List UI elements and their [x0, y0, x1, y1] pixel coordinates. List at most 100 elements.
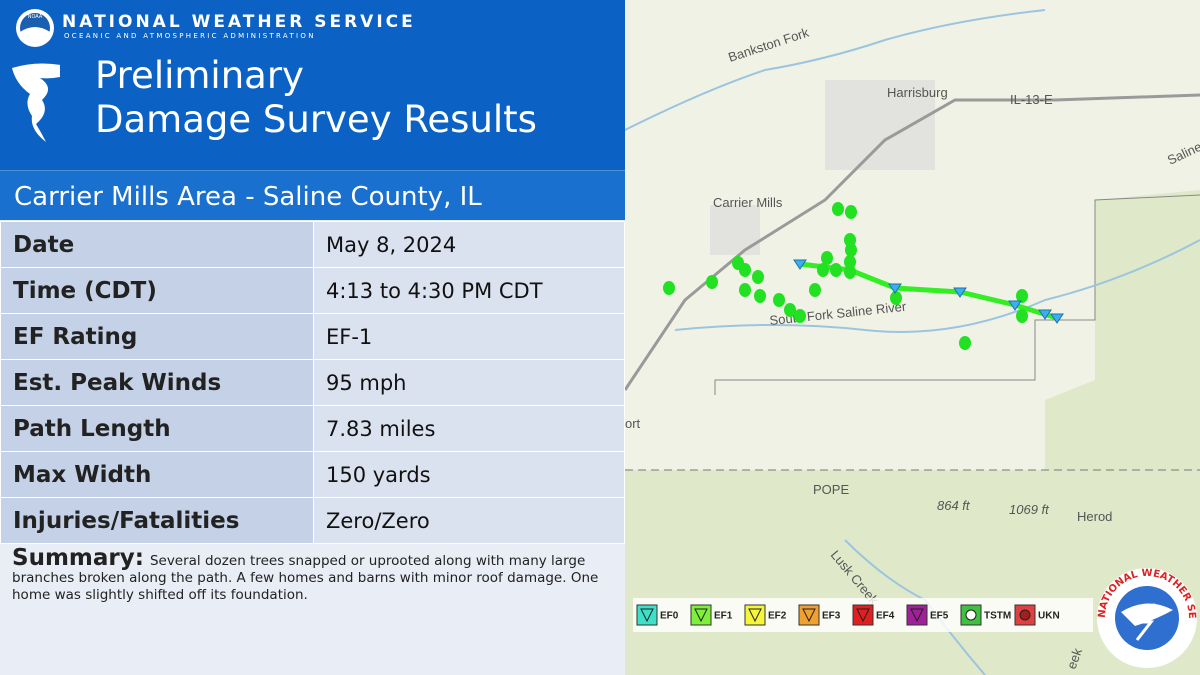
summary-label: Summary: [12, 545, 144, 571]
damage-point [1016, 309, 1028, 323]
info-panel: NOAA NATIONAL WEATHER SERVICE OCEANIC AN… [0, 0, 625, 675]
legend-symbol [965, 609, 977, 621]
title-line: Preliminary [95, 54, 304, 97]
row-label: Time (CDT) [0, 267, 314, 314]
summary-text: Several dozen trees snapped or uprooted … [12, 553, 599, 603]
legend: EF0 EF1 EF2 EF3 EF4 EF5 TSTM UKN [636, 604, 1060, 626]
noaa-logo-text: NOAA [28, 14, 43, 20]
river [674, 239, 1200, 333]
track-marker [953, 287, 967, 298]
damage-point [752, 270, 764, 284]
damage-point [844, 265, 856, 279]
summary: Summary: Several dozen trees snapped or u… [12, 547, 602, 604]
map-label: Harrisburg [887, 85, 948, 100]
damage-point [754, 289, 766, 303]
track-marker [888, 283, 902, 294]
legend-symbol [640, 608, 654, 623]
damage-point [845, 205, 857, 219]
subagency: OCEANIC AND ATMOSPHERIC ADMINISTRATION [64, 32, 316, 40]
map-label: POPE [813, 482, 849, 497]
legend-label: EF4 [876, 611, 895, 622]
legend-symbol [694, 608, 708, 623]
tornado-icon [12, 63, 60, 142]
track-marker [793, 259, 807, 270]
damage-point [890, 291, 902, 305]
row-value: 95 mph [313, 359, 625, 406]
logo-bolt [1135, 603, 1157, 641]
damage-point [739, 283, 751, 297]
damage-point [830, 263, 842, 277]
legend-label: UKN [1038, 611, 1060, 622]
table-row: Date May 8, 2024 [0, 221, 625, 268]
map-label: IL-13-E [1010, 92, 1053, 107]
legend-symbol [856, 608, 870, 623]
table-row: EF Rating EF-1 [0, 313, 625, 360]
row-label: Path Length [0, 405, 314, 452]
damage-point [739, 263, 751, 277]
row-value: 7.83 miles [313, 405, 625, 452]
damage-point [817, 263, 829, 277]
row-label: Injuries/Fatalities [0, 497, 314, 544]
title-line: Damage Survey Results [95, 98, 537, 141]
damage-point [773, 293, 785, 307]
damage-point [794, 309, 806, 323]
damage-point [809, 283, 821, 297]
damage-point [821, 251, 833, 265]
noaa-bird [20, 27, 50, 43]
row-label: Est. Peak Winds [0, 359, 314, 406]
river [625, 9, 1046, 131]
damage-point [663, 281, 675, 295]
table-row: Time (CDT) 4:13 to 4:30 PM CDT [0, 267, 625, 314]
track-marker [1050, 313, 1064, 324]
location: Carrier Mills Area - Saline County, IL [0, 170, 625, 220]
legend-symbol [802, 608, 816, 623]
row-value: 150 yards [313, 451, 625, 498]
map: Bankston Fork Harrisburg IL-13-E Saline … [625, 0, 1200, 675]
damage-point [845, 243, 857, 257]
legend-label: EF0 [660, 611, 679, 622]
legend-label: TSTM [984, 611, 1011, 622]
damage-point [1016, 289, 1028, 303]
town [825, 80, 935, 170]
row-label: EF Rating [0, 313, 314, 360]
map-label: 1069 ft [1009, 502, 1050, 517]
damage-point [832, 202, 844, 216]
damage-point [844, 255, 856, 269]
row-value: 4:13 to 4:30 PM CDT [313, 267, 625, 314]
track-marker [1038, 309, 1052, 320]
table-row: Path Length 7.83 miles [0, 405, 625, 452]
header: NOAA NATIONAL WEATHER SERVICE OCEANIC AN… [0, 0, 625, 170]
row-label: Date [0, 221, 314, 268]
legend-label: EF1 [714, 611, 733, 622]
damage-points [663, 202, 1028, 350]
legend-label: EF3 [822, 611, 841, 622]
row-label: Max Width [0, 451, 314, 498]
forest [625, 190, 1200, 675]
track-markers [793, 259, 1064, 324]
legend-symbol [1019, 609, 1031, 621]
legend-label: EF2 [768, 611, 787, 622]
damage-point [706, 275, 718, 289]
map-label: Herod [1077, 509, 1112, 524]
map-label: ort [625, 416, 641, 431]
map-label: eek [1064, 646, 1085, 671]
legend-symbol [748, 608, 762, 623]
town [710, 205, 760, 255]
survey-table: Date May 8, 2024 Time (CDT) 4:13 to 4:30 PM… [0, 221, 625, 544]
agency: NATIONAL WEATHER SERVICE [62, 12, 416, 32]
table-row: Injuries/Fatalities Zero/Zero [0, 497, 625, 544]
row-value: Zero/Zero [313, 497, 625, 544]
map-label: Carrier Mills [713, 195, 783, 210]
highway [625, 93, 1200, 391]
damage-point [784, 303, 796, 317]
table-row: Est. Peak Winds 95 mph [0, 359, 625, 406]
damage-point [959, 336, 971, 350]
map-label: 864 ft [937, 498, 971, 513]
logos: NOAA [12, 9, 60, 142]
row-value: May 8, 2024 [313, 221, 625, 268]
track-marker [1008, 300, 1022, 311]
legend-label: EF5 [930, 611, 949, 622]
row-value: EF-1 [313, 313, 625, 360]
legend-symbol [910, 608, 924, 623]
boundary [714, 194, 1200, 395]
